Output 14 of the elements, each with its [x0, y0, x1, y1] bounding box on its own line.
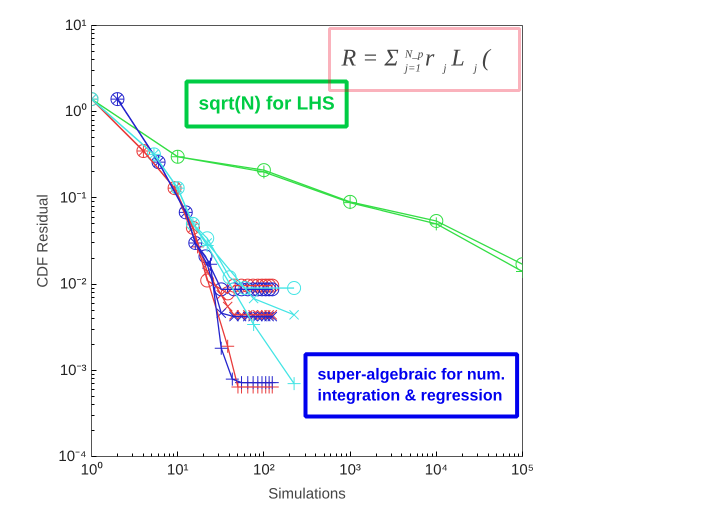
- y-tick-label: 10⁻²: [60, 276, 87, 293]
- annotation: super-algebraic for num. integration & regression: [318, 366, 506, 404]
- x-tick-label: 10³: [339, 462, 361, 478]
- x-axis-title: Simulations: [268, 486, 346, 502]
- y-tick-label: 10⁻³: [60, 362, 87, 379]
- y-axis-title: CDF Residual: [34, 194, 52, 288]
- y-tick-label: 10⁰: [64, 103, 87, 120]
- x-tick-label: 10⁵: [511, 462, 534, 478]
- x-tick-label: 10²: [253, 462, 275, 478]
- x-tick-label: 10¹: [166, 462, 189, 478]
- y-tick-label: 10¹: [64, 17, 87, 34]
- annotation: sqrt(N) for LHS: [198, 94, 335, 114]
- x-tick-label: 10⁴: [424, 462, 448, 478]
- y-tick-label: 10⁻¹: [60, 189, 87, 206]
